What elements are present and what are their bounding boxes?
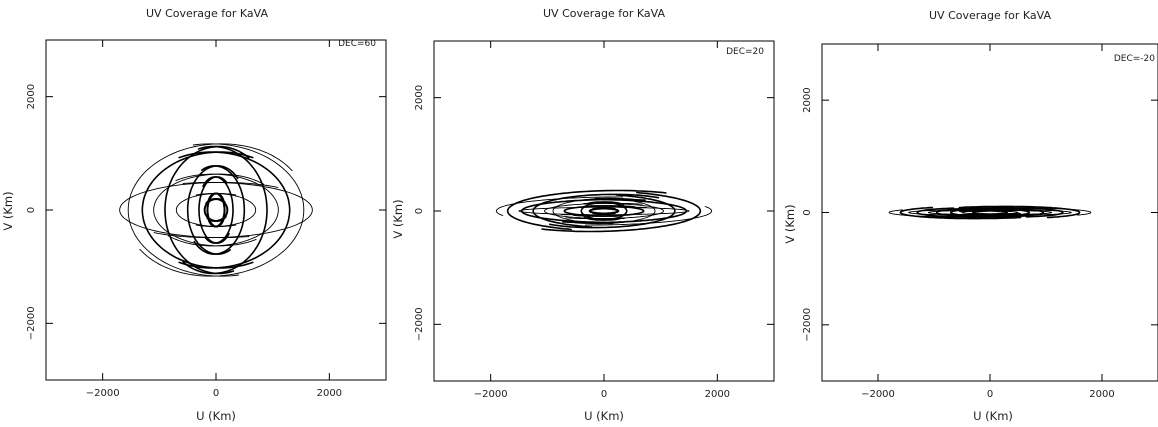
x-tick-label: 0	[987, 389, 993, 400]
x-tick-label: −2000	[474, 389, 508, 400]
y-tick-label: 0	[414, 208, 425, 214]
uv-track	[127, 143, 293, 277]
x-axis-label: U (Km)	[196, 409, 236, 423]
y-axis-label: V (Km)	[1, 191, 15, 230]
y-tick-label: 0	[802, 209, 813, 215]
uv-track-conjugate	[583, 201, 628, 221]
panel-title: UV Coverage for KaVA	[146, 7, 268, 20]
uv-track-conjugate	[193, 165, 246, 255]
x-axis-label: U (Km)	[973, 409, 1013, 423]
uv-tracks	[119, 143, 313, 277]
uv-track-conjugate	[972, 207, 1092, 216]
uv-panel-dec-20: UV Coverage for KaVA DEC=20 U (Km) V (Km…	[391, 7, 775, 423]
declination-label: DEC=60	[338, 39, 376, 49]
x-tick-label: −2000	[861, 389, 895, 400]
x-tick-label: 2000	[317, 388, 342, 399]
uv-track	[888, 209, 1008, 218]
y-tick-label: −2000	[26, 306, 37, 340]
x-tick-label: 0	[601, 389, 607, 400]
uv-track	[520, 198, 646, 224]
panel-title: UV Coverage for KaVA	[543, 7, 665, 20]
uv-track-conjugate	[584, 206, 713, 226]
plot-frame	[45, 39, 387, 381]
uv-track	[495, 196, 624, 216]
panel-title: UV Coverage for KaVA	[929, 9, 1051, 22]
axis-ticks: −2000 0 2000 −2000 0 2000	[26, 40, 386, 399]
y-tick-label: 2000	[802, 87, 813, 112]
uv-track-conjugate	[592, 207, 620, 215]
y-tick-label: −2000	[802, 308, 813, 342]
axis-ticks: −2000 0 2000 −2000 0 2000	[802, 44, 1158, 400]
uv-track-conjugate	[572, 205, 645, 217]
y-tick-label: −2000	[414, 307, 425, 341]
uv-track-conjugate	[153, 181, 313, 239]
uv-track-conjugate	[541, 191, 702, 233]
uv-track-conjugate	[561, 206, 690, 216]
y-tick-label: 2000	[26, 84, 37, 109]
uv-panel-dec-minus-20: UV Coverage for KaVA DEC=-20 U (Km) V (K…	[783, 9, 1158, 423]
x-tick-label: 0	[213, 388, 219, 399]
declination-label: DEC=-20	[1114, 54, 1155, 64]
uv-track-conjugate	[178, 151, 291, 269]
x-tick-label: 2000	[705, 389, 730, 400]
y-axis-label: V (Km)	[783, 204, 797, 243]
x-axis-label: U (Km)	[584, 409, 624, 423]
uv-track-conjugate	[976, 209, 1008, 216]
axis-ticks: −2000 0 2000 −2000 0 2000	[414, 41, 774, 400]
plot-frame	[433, 40, 775, 382]
uv-track-conjugate	[565, 202, 664, 220]
uv-track	[186, 165, 239, 255]
uv-panel-dec-60: UV Coverage for KaVA DEC=60 U (Km) V (Km…	[1, 7, 387, 423]
uv-tracks	[495, 189, 713, 233]
uv-track-conjugate	[202, 176, 234, 244]
uv-track-conjugate	[139, 143, 305, 277]
uv-track-conjugate	[167, 173, 279, 247]
uv-track-conjugate	[207, 192, 226, 228]
x-tick-label: −2000	[86, 388, 120, 399]
y-axis-label: V (Km)	[391, 199, 405, 238]
uv-track-conjugate	[959, 208, 1030, 217]
declination-label: DEC=20	[726, 47, 764, 57]
y-tick-label: 2000	[414, 85, 425, 110]
uv-tracks	[888, 205, 1092, 220]
uv-track-conjugate	[562, 198, 688, 224]
uv-track-conjugate	[195, 192, 257, 228]
y-tick-label: 0	[26, 207, 37, 213]
x-tick-label: 2000	[1089, 389, 1114, 400]
plot-frame	[821, 43, 1158, 382]
uv-track	[141, 151, 254, 269]
uv-track-conjugate	[182, 145, 268, 275]
uv-track	[506, 189, 667, 231]
uv-track-conjugate	[205, 198, 229, 222]
uv-track	[518, 206, 647, 216]
